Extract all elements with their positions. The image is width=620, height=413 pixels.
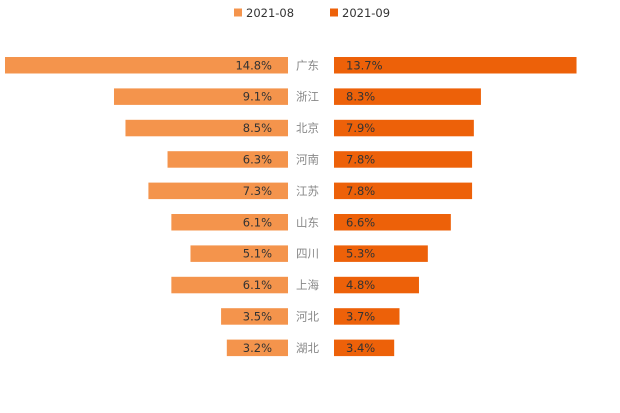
data-label-left: 6.1% (243, 278, 272, 292)
bar-right-浙江 (334, 88, 481, 105)
data-label-right: 13.7% (346, 58, 383, 72)
bar-right-河北 (334, 308, 400, 325)
category-label: 上海 (296, 278, 319, 292)
bar-right-江苏 (334, 182, 473, 200)
data-label-left: 3.5% (243, 309, 272, 323)
data-label-right: 6.6% (346, 215, 375, 229)
bar-right-北京 (334, 119, 474, 137)
data-label-left: 8.5% (243, 121, 272, 135)
bar-right-湖北 (334, 339, 395, 357)
data-label-right: 4.8% (346, 278, 375, 292)
bar-left-山东 (171, 214, 288, 231)
category-label: 山东 (296, 215, 319, 229)
data-label-left: 14.8% (235, 58, 272, 72)
data-label-right: 7.9% (346, 121, 375, 135)
bar-left-广东 (5, 57, 288, 74)
category-label: 江苏 (296, 184, 319, 198)
category-label: 河南 (296, 152, 319, 166)
bar-left-湖北 (226, 339, 288, 357)
category-label: 广东 (296, 58, 319, 72)
data-label-right: 7.8% (346, 152, 375, 166)
category-label: 湖北 (296, 341, 319, 355)
bar-right-山东 (334, 214, 451, 231)
bar-left-河南 (167, 151, 288, 168)
data-label-left: 5.1% (243, 247, 272, 261)
category-label: 北京 (296, 121, 319, 135)
data-label-left: 9.1% (243, 90, 272, 104)
data-label-left: 3.2% (243, 341, 272, 355)
data-label-left: 6.3% (243, 152, 272, 166)
data-label-right: 3.4% (346, 341, 375, 355)
bar-left-北京 (125, 119, 288, 137)
bar-left-江苏 (148, 182, 288, 200)
bar-left-四川 (190, 245, 288, 262)
data-label-left: 7.3% (243, 184, 272, 198)
bar-right-上海 (334, 276, 419, 294)
bar-left-浙江 (113, 88, 288, 105)
bar-right-四川 (334, 245, 428, 262)
legend-label: 2021-09 (342, 6, 390, 20)
data-label-right: 5.3% (346, 247, 375, 261)
data-label-left: 6.1% (243, 215, 272, 229)
bar-left-上海 (171, 276, 288, 294)
data-label-right: 8.3% (346, 90, 375, 104)
data-label-right: 3.7% (346, 309, 375, 323)
bar-right-河南 (334, 151, 473, 168)
category-label: 四川 (296, 247, 319, 261)
legend-label: 2021-08 (246, 6, 294, 20)
data-label-right: 7.8% (346, 184, 375, 198)
category-label: 河北 (296, 309, 319, 323)
legend-swatch-2021-09 (330, 8, 338, 17)
category-label: 浙江 (296, 90, 319, 104)
bar-right-广东 (334, 57, 577, 74)
legend-swatch-2021-08 (234, 8, 242, 17)
bar-left-河北 (221, 308, 288, 325)
